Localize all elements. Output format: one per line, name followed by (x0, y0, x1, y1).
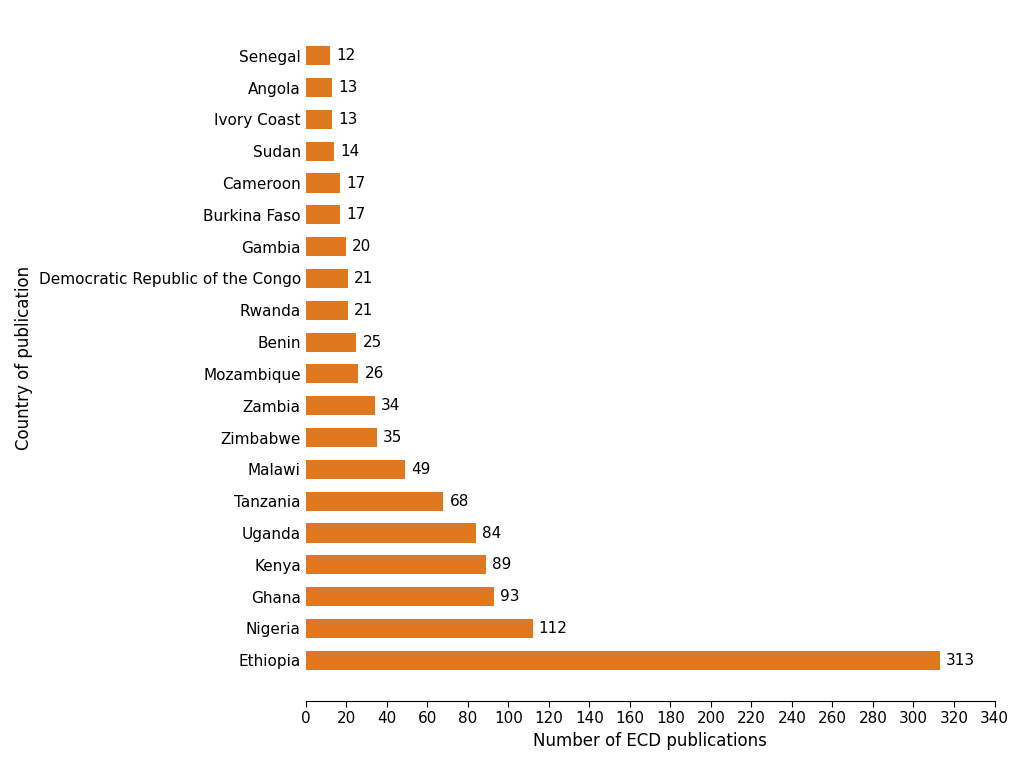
Bar (306, 555, 486, 575)
Bar (306, 428, 377, 447)
Text: 21: 21 (354, 271, 374, 286)
Bar (306, 460, 404, 479)
Text: 84: 84 (482, 526, 501, 541)
Bar (306, 301, 348, 320)
Text: 49: 49 (411, 462, 430, 477)
Bar (306, 205, 340, 224)
Text: 26: 26 (365, 366, 384, 382)
Text: 14: 14 (340, 144, 359, 158)
Text: 68: 68 (450, 493, 469, 509)
Bar (306, 333, 356, 352)
Bar (306, 237, 346, 256)
Bar (306, 587, 495, 606)
Y-axis label: Country of publication: Country of publication (15, 266, 33, 450)
Text: 89: 89 (493, 558, 511, 572)
Text: 13: 13 (338, 80, 357, 95)
Text: 20: 20 (352, 239, 372, 254)
Text: 12: 12 (336, 48, 355, 63)
Bar (306, 142, 334, 161)
Text: 112: 112 (539, 621, 567, 636)
Text: 17: 17 (346, 207, 366, 223)
Bar (306, 523, 476, 542)
Bar (306, 364, 358, 383)
Text: 17: 17 (346, 175, 366, 190)
Text: 35: 35 (383, 430, 402, 445)
Bar (306, 651, 940, 670)
Bar (306, 110, 332, 129)
X-axis label: Number of ECD publications: Number of ECD publications (534, 732, 767, 750)
Text: 34: 34 (381, 399, 400, 413)
Bar (306, 269, 348, 288)
Bar (306, 492, 443, 511)
Bar (306, 619, 532, 638)
Bar (306, 396, 375, 415)
Text: 313: 313 (946, 653, 975, 668)
Bar (306, 46, 330, 65)
Text: 25: 25 (362, 334, 382, 350)
Bar (306, 174, 340, 193)
Bar (306, 78, 332, 97)
Text: 13: 13 (338, 112, 357, 127)
Text: 21: 21 (354, 303, 374, 317)
Text: 93: 93 (500, 589, 519, 604)
